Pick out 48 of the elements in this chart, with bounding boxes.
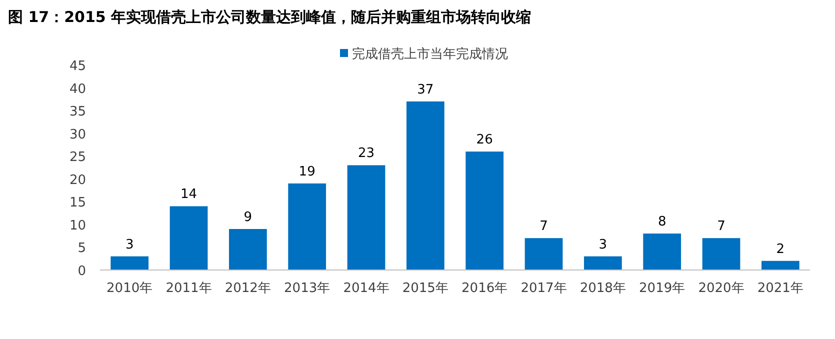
y-tick-label: 30	[69, 127, 86, 142]
x-tick-label: 2014年	[343, 281, 390, 296]
x-tick-label: 2015年	[402, 281, 448, 296]
x-tick-label: 2020年	[698, 281, 744, 296]
bar	[110, 256, 149, 270]
data-label: 9	[244, 210, 252, 225]
bar	[524, 238, 563, 270]
x-tick-label: 2016年	[462, 281, 508, 296]
data-label: 8	[658, 214, 666, 230]
y-tick-label: 5	[78, 241, 86, 256]
y-tick-label: 0	[78, 264, 86, 279]
data-label: 7	[540, 219, 548, 234]
y-tick-label: 10	[69, 218, 86, 234]
x-tick-label: 2013年	[284, 281, 330, 296]
bar	[406, 101, 444, 270]
y-tick-label: 25	[69, 150, 86, 166]
bar	[288, 183, 326, 270]
data-label: 37	[417, 82, 434, 98]
y-tick-label: 35	[69, 104, 86, 120]
bar	[347, 165, 386, 270]
y-tick-label: 15	[69, 196, 86, 211]
chart-title: 图 17：2015 年实现借壳上市公司数量达到峰值，随后并购重组市场转向收缩	[8, 8, 532, 26]
x-tick-label: 2010年	[106, 281, 153, 296]
data-label: 14	[180, 187, 198, 202]
bar	[228, 229, 267, 270]
x-tick-label: 2017年	[520, 281, 567, 296]
data-label: 2	[776, 242, 785, 257]
legend-label: 完成借壳上市当年完成情况	[352, 46, 508, 62]
x-tick-label: 2011年	[166, 281, 212, 296]
data-label: 23	[358, 146, 375, 162]
y-tick-label: 20	[69, 172, 86, 188]
bar	[170, 206, 208, 270]
bar	[584, 256, 622, 270]
data-label: 7	[717, 219, 726, 234]
data-label: 26	[476, 132, 493, 148]
x-tick-label: 2018年	[580, 281, 626, 296]
x-tick-label: 2012年	[224, 281, 271, 296]
data-label: 19	[298, 164, 316, 180]
y-tick-label: 40	[69, 82, 86, 97]
y-tick-label: 45	[69, 59, 86, 74]
bar	[702, 238, 740, 270]
bar	[643, 234, 682, 270]
bar	[466, 152, 504, 270]
bar	[761, 260, 800, 270]
x-tick-label: 2021年	[757, 281, 804, 296]
x-tick-label: 2019年	[639, 281, 686, 296]
data-label: 3	[598, 237, 608, 252]
data-label: 3	[125, 237, 134, 252]
